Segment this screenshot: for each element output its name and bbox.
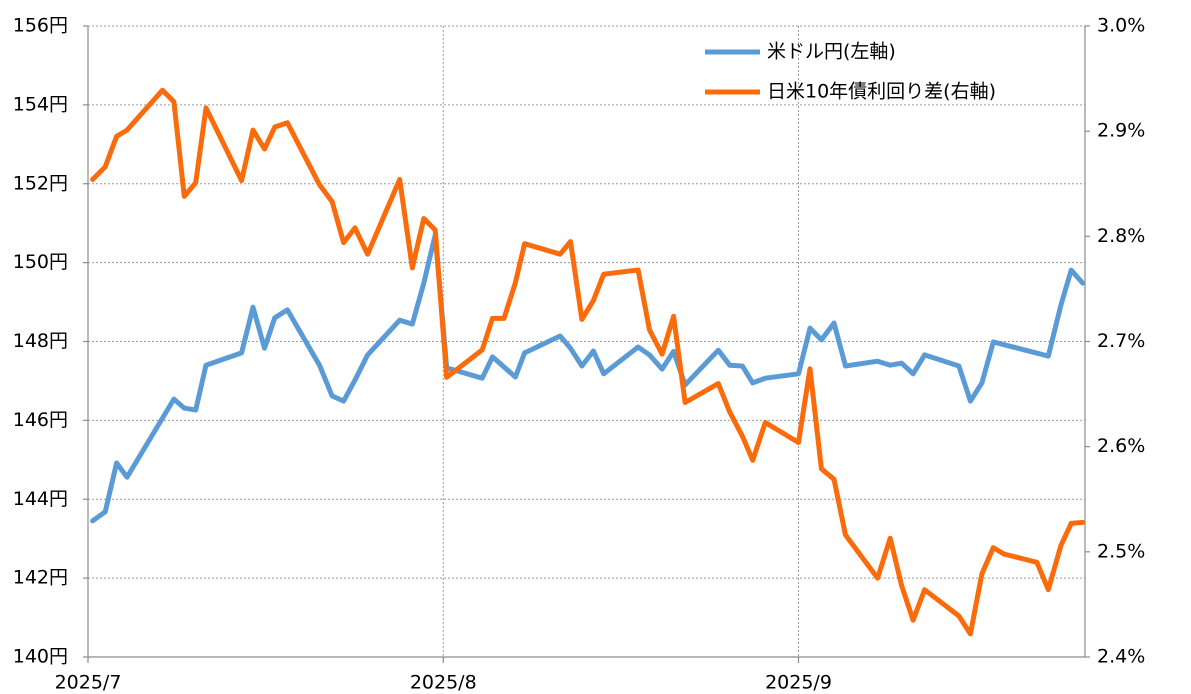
legend-label: 日米10年債利回り差(右軸) [767, 81, 996, 103]
y2-tick-label: 2.6% [1097, 435, 1145, 457]
y-tick-label: 156円 [13, 15, 68, 37]
y-tick-label: 152円 [13, 172, 68, 194]
x-tick-label: 2025/7 [55, 672, 122, 694]
y2-tick-label: 2.9% [1097, 120, 1145, 142]
y-tick-label: 148円 [13, 330, 68, 352]
y-tick-label: 144円 [13, 488, 68, 510]
y-tick-label: 146円 [13, 409, 68, 431]
series-line [90, 87, 1086, 637]
x-tick-label: 2025/9 [765, 672, 832, 694]
x-tick-label: 2025/8 [410, 672, 477, 694]
series-line [90, 232, 1086, 524]
y2-tick-label: 2.5% [1097, 540, 1145, 562]
y2-tick-label: 2.7% [1097, 330, 1145, 352]
y2-tick-label: 3.0% [1097, 15, 1145, 37]
y2-tick-label: 2.8% [1097, 225, 1145, 247]
legend-label: 米ドル円(左軸) [767, 41, 896, 63]
y2-tick-label: 2.4% [1097, 646, 1145, 668]
y-tick-label: 140円 [13, 646, 68, 668]
y-tick-label: 142円 [13, 567, 68, 589]
y-tick-label: 154円 [13, 93, 68, 115]
y-tick-label: 150円 [13, 251, 68, 273]
